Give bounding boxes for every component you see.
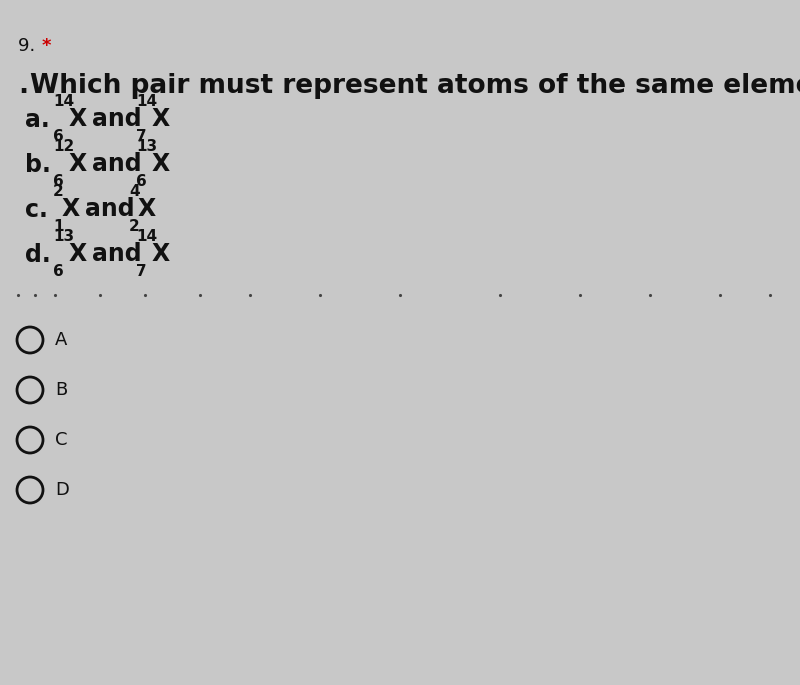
Text: 6: 6 (136, 174, 146, 189)
Text: and: and (92, 152, 142, 176)
Text: 6: 6 (53, 264, 64, 279)
Text: and: and (85, 197, 134, 221)
Text: 14: 14 (53, 94, 74, 109)
Text: 13: 13 (136, 139, 157, 154)
Text: .: . (18, 73, 28, 99)
Text: b.: b. (25, 153, 51, 177)
Text: D: D (55, 481, 69, 499)
Text: 12: 12 (53, 139, 74, 154)
Text: a.: a. (25, 108, 50, 132)
Text: *: * (42, 37, 51, 55)
Text: 2: 2 (53, 184, 64, 199)
Text: Which pair must represent atoms of the same element?: Which pair must represent atoms of the s… (30, 73, 800, 99)
Text: X: X (62, 197, 80, 221)
Text: and: and (92, 242, 142, 266)
Text: d.: d. (25, 243, 50, 267)
Text: 14: 14 (136, 229, 157, 244)
Text: 2: 2 (129, 219, 140, 234)
Text: 13: 13 (53, 229, 74, 244)
Text: X: X (152, 107, 170, 131)
Text: 7: 7 (136, 129, 146, 144)
Text: X: X (138, 197, 156, 221)
Text: X: X (69, 107, 87, 131)
Text: c.: c. (25, 198, 48, 222)
Text: 6: 6 (53, 174, 64, 189)
Text: 4: 4 (129, 184, 140, 199)
Text: 1: 1 (53, 219, 63, 234)
Text: and: and (92, 107, 142, 131)
Text: C: C (55, 431, 67, 449)
Text: X: X (69, 152, 87, 176)
Text: X: X (69, 242, 87, 266)
Text: 14: 14 (136, 94, 157, 109)
Text: 9.: 9. (18, 37, 41, 55)
Text: 6: 6 (53, 129, 64, 144)
Text: 7: 7 (136, 264, 146, 279)
Text: X: X (152, 152, 170, 176)
Text: X: X (152, 242, 170, 266)
Text: B: B (55, 381, 67, 399)
Text: A: A (55, 331, 67, 349)
